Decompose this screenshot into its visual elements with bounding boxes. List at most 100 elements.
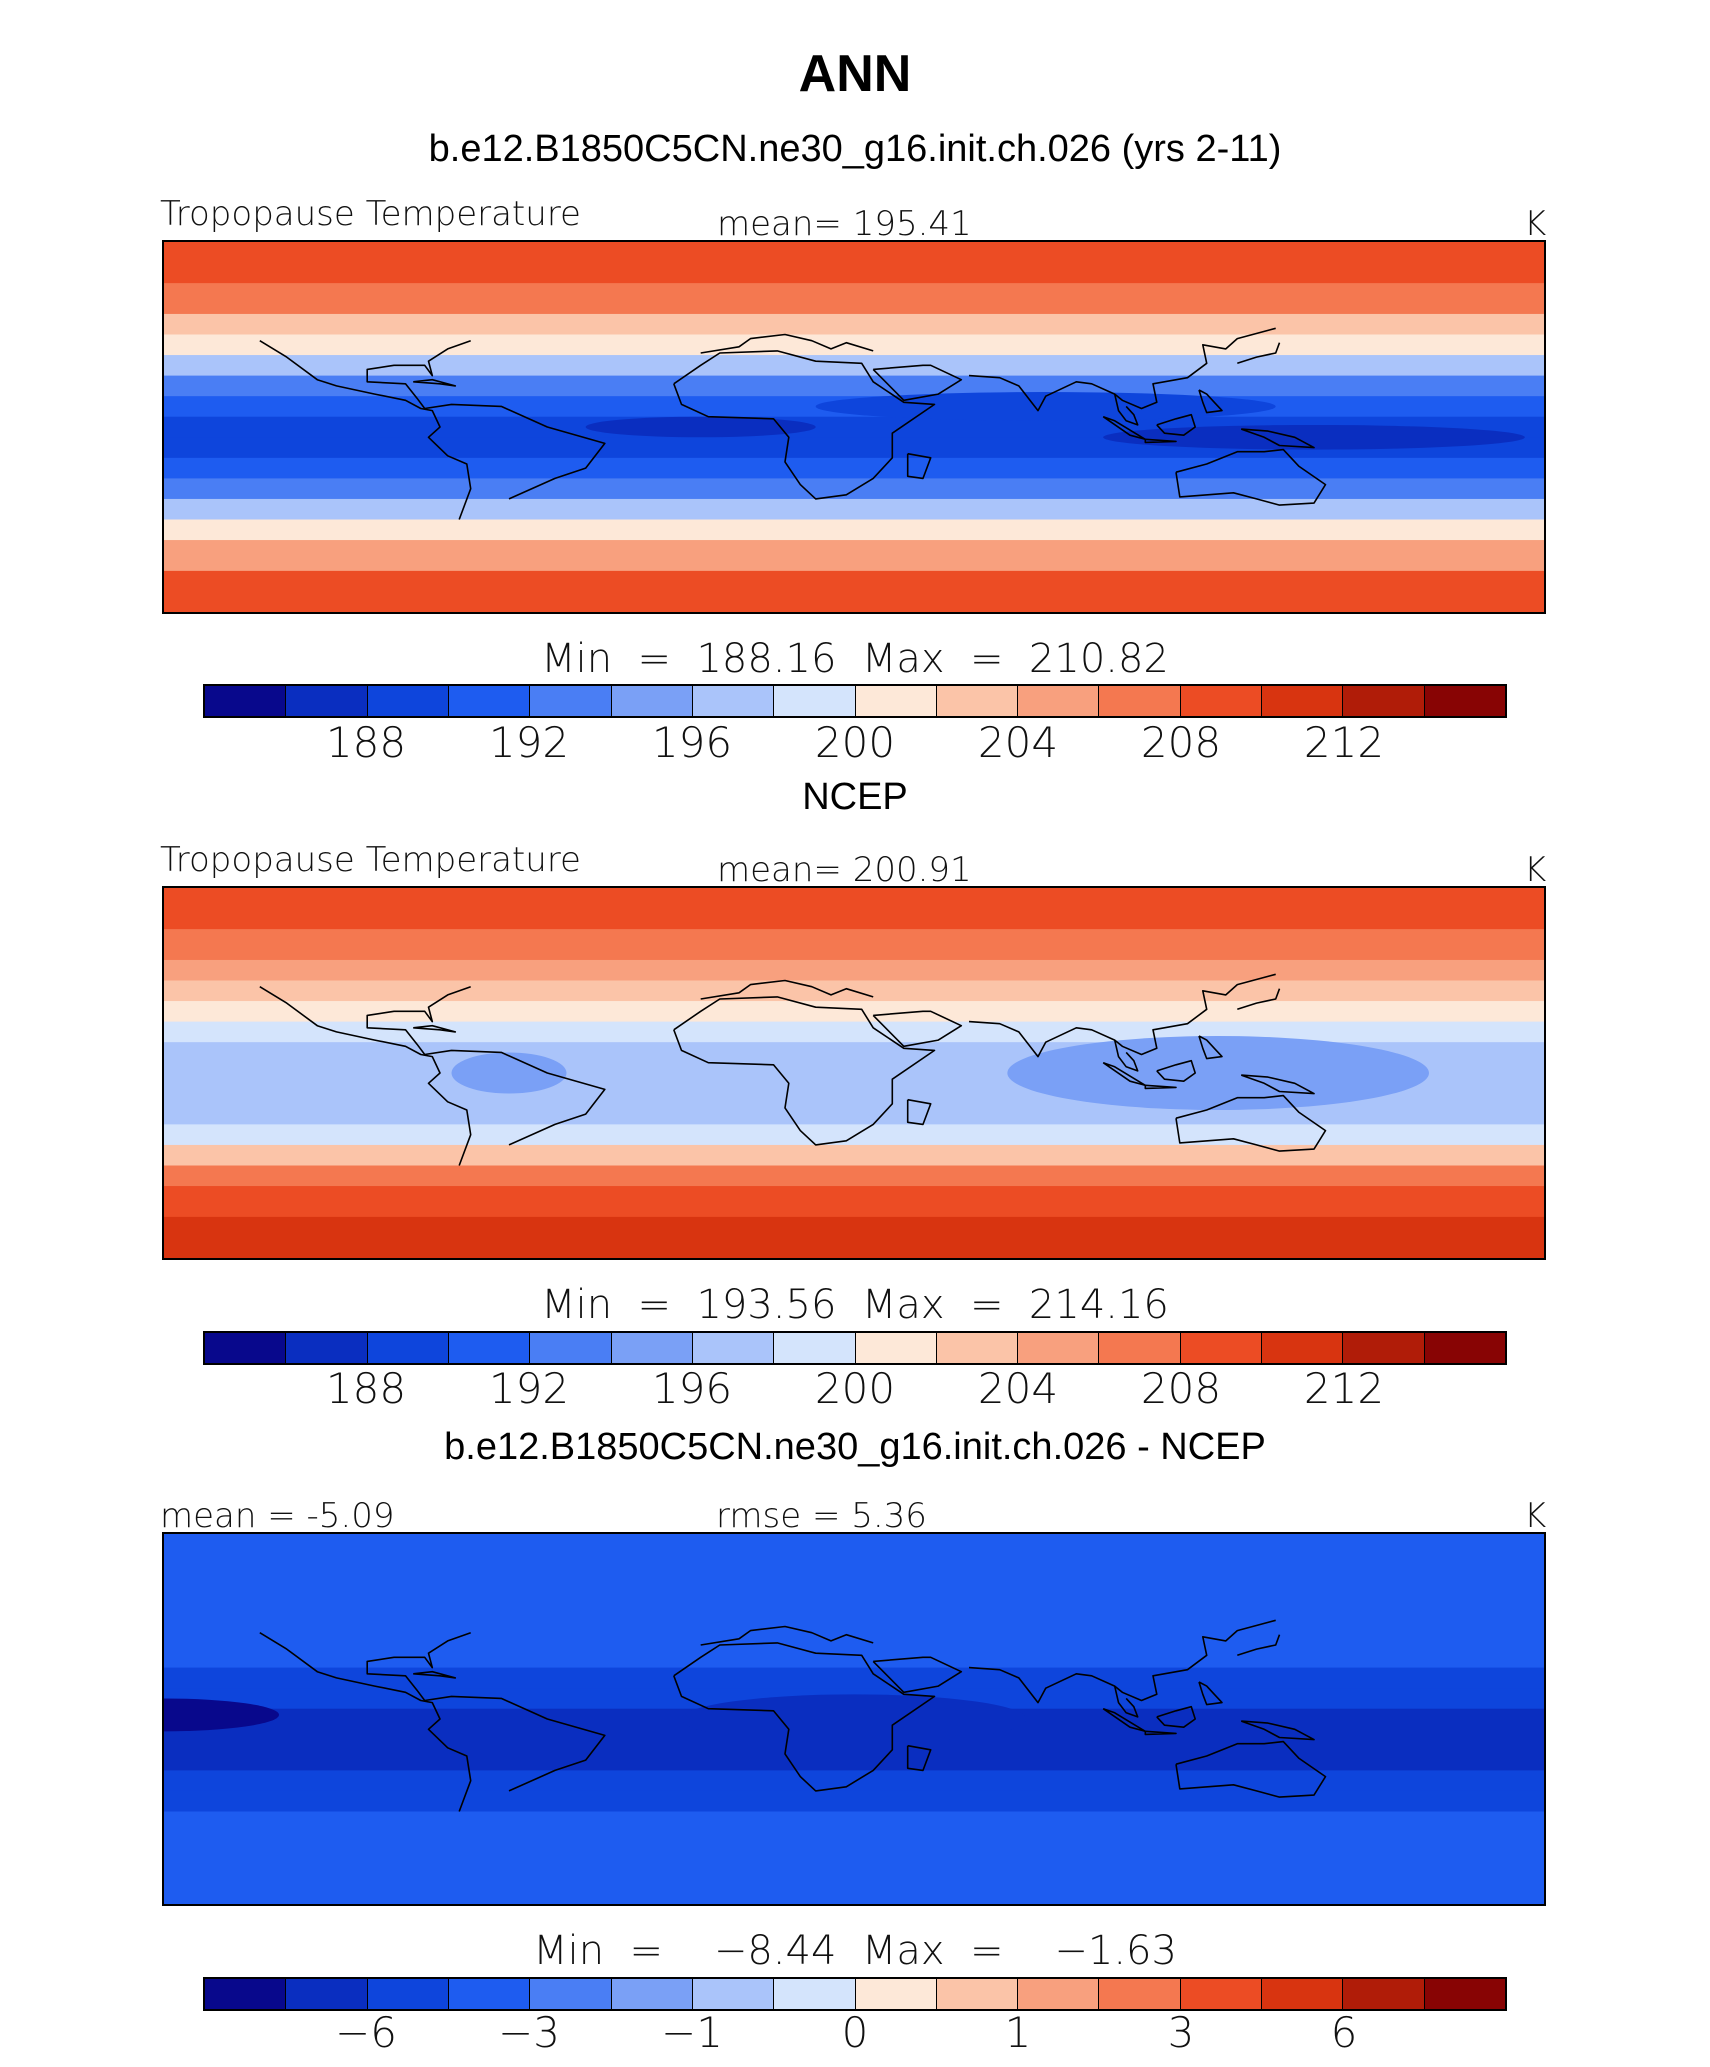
panel1-map	[162, 240, 1546, 614]
colorbar-swatch	[1018, 686, 1100, 716]
coastline	[1144, 1730, 1177, 1736]
colorbar-swatch	[1262, 1333, 1344, 1363]
colorbar-swatch	[286, 1979, 368, 2009]
coastline	[700, 333, 874, 354]
colorbar-tick-label: 192	[488, 1364, 570, 1413]
contour-band	[164, 959, 1544, 982]
panel1-title: b.e12.B1850C5CN.ne30_g16.init.ch.026 (yr…	[428, 128, 1282, 170]
coastline	[1175, 1740, 1327, 1798]
colorbar-swatch	[1424, 1333, 1505, 1363]
contour-band	[164, 478, 1544, 500]
coastline	[1113, 393, 1139, 426]
panel3-colorbar	[203, 1977, 1507, 2011]
colorbar-swatch	[1180, 1979, 1263, 2009]
colorbar-swatch	[936, 1979, 1019, 2009]
colorbar-swatch	[448, 686, 531, 716]
coastline	[1237, 1634, 1281, 1657]
contour-lobe	[1007, 1036, 1429, 1110]
coastline	[673, 1642, 936, 1792]
contour-band	[164, 1575, 1544, 1607]
contour-band	[164, 1605, 1544, 1628]
contour-band	[164, 1186, 1544, 1218]
colorbar-swatch	[1262, 686, 1344, 716]
contour-band	[164, 888, 1544, 931]
contour-band	[164, 355, 1544, 377]
colorbar-tick-label: 204	[977, 1364, 1059, 1413]
colorbar-swatch	[1343, 686, 1425, 716]
contour-lobe	[1103, 424, 1525, 450]
colorbar-swatch	[1343, 1979, 1425, 2009]
coastline	[700, 1625, 874, 1646]
colorbar-swatch	[692, 1333, 775, 1363]
coastline	[413, 1670, 457, 1679]
contour-lobe	[681, 1694, 1027, 1744]
contour-band	[164, 1103, 1544, 1126]
panel2-units-label: K	[1524, 850, 1547, 890]
coastline	[1175, 1094, 1327, 1152]
coastline	[872, 1010, 963, 1048]
contour-band	[164, 1165, 1544, 1188]
contour-band	[164, 457, 1544, 480]
coastline	[1144, 438, 1177, 444]
contour-band	[164, 1001, 1544, 1023]
panel1-colorbar	[203, 684, 1507, 718]
coastline	[1144, 1084, 1177, 1090]
coastline	[906, 452, 932, 480]
panel3-title: b.e12.B1850C5CN.ne30_g16.init.ch.026 - N…	[444, 1426, 1266, 1468]
colorbar-tick-label: 196	[651, 1364, 733, 1413]
panel1-colorbar-ticks: 188 192 196 200 204 208 212	[203, 718, 1507, 767]
coastline	[366, 1631, 606, 1792]
coastline	[1113, 1685, 1139, 1718]
coastline	[700, 979, 874, 1000]
colorbar-tick-label: 208	[1140, 718, 1222, 767]
panel3-minmax-label: Min = −8.44 Max = −1.63	[533, 1928, 1177, 1974]
colorbar-swatch	[530, 1979, 612, 2009]
colorbar-swatch	[1180, 1333, 1263, 1363]
contour-band	[164, 1770, 1544, 1792]
contour-band	[164, 1749, 1544, 1772]
colorbar-tick-label: 188	[325, 718, 407, 767]
panel2-title: NCEP	[802, 776, 908, 818]
colorbar-tick-label: 212	[1303, 718, 1385, 767]
coastline	[1156, 1705, 1196, 1728]
panel1-mean-label: mean= 195.41	[717, 204, 972, 244]
colorbar-tick-label: 3	[1167, 2008, 1195, 2057]
coastline	[366, 339, 606, 500]
panel2-minmax-label: Min = 193.56 Max = 214.16	[541, 1282, 1169, 1328]
contour-band	[164, 498, 1544, 521]
coastline	[1198, 1681, 1223, 1706]
coastline	[1198, 389, 1223, 414]
coastline	[872, 364, 963, 402]
colorbar-swatch	[205, 1979, 287, 2009]
colorbar-swatch	[448, 1333, 531, 1363]
figure-title: ANN	[798, 45, 912, 103]
colorbar-swatch	[530, 1333, 612, 1363]
coastline	[413, 1024, 457, 1033]
colorbar-swatch	[855, 686, 937, 716]
colorbar-swatch	[205, 1333, 287, 1363]
colorbar-swatch	[367, 686, 449, 716]
coastline	[673, 350, 936, 500]
colorbar-swatch	[367, 1333, 449, 1363]
panel3-map	[162, 1532, 1546, 1906]
colorbar-swatch	[1180, 686, 1263, 716]
colorbar-tick-label: −3	[498, 2008, 560, 2057]
panel1-units-label: K	[1524, 204, 1547, 244]
coastline	[1175, 448, 1327, 506]
contour-band	[164, 283, 1544, 315]
colorbar-swatch	[1099, 1333, 1181, 1363]
coastline	[366, 985, 606, 1146]
colorbar-swatch	[611, 686, 693, 716]
coastline	[968, 327, 1276, 412]
colorbar-swatch	[611, 1979, 693, 2009]
colorbar-swatch	[1343, 1333, 1425, 1363]
colorbar-swatch	[936, 686, 1019, 716]
contour-band	[164, 1647, 1544, 1669]
contour-lobe	[164, 1698, 279, 1732]
coastline	[906, 1744, 932, 1772]
coastline	[1156, 1059, 1196, 1082]
colorbar-swatch	[1018, 1333, 1100, 1363]
panel3-rmse-label: rmse = 5.36	[716, 1496, 927, 1536]
contour-band	[164, 570, 1544, 612]
